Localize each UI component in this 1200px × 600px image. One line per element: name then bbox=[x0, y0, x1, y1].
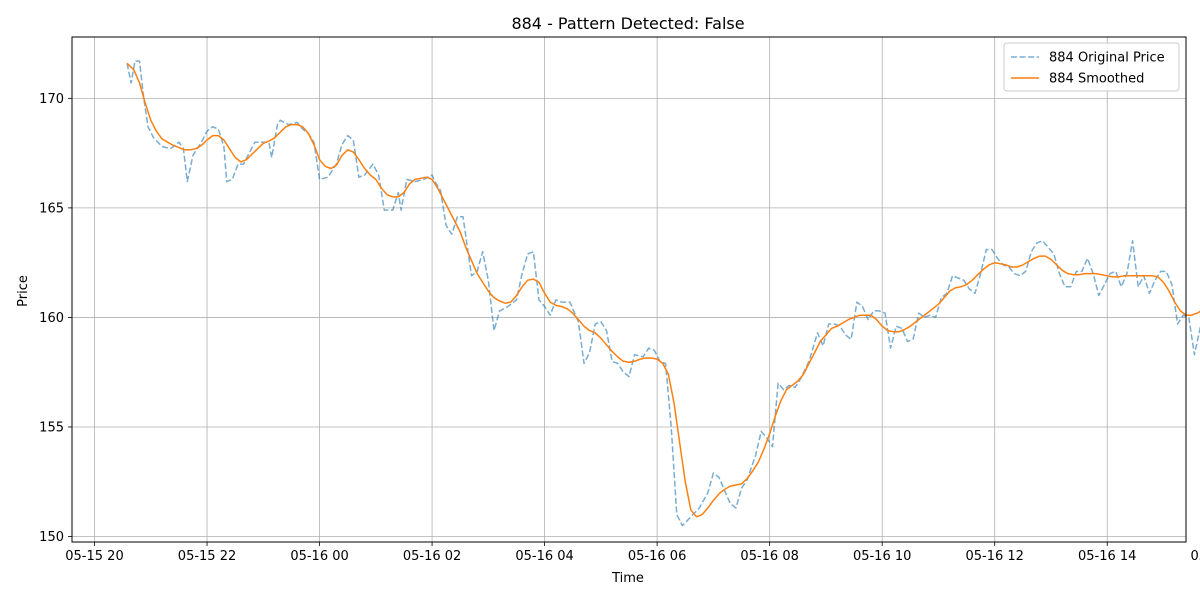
legend-label-smoothed: 884 Smoothed bbox=[1049, 72, 1144, 87]
legend: 884 Original Price 884 Smoothed bbox=[1003, 42, 1180, 92]
y-tick-label: 165 bbox=[39, 201, 64, 216]
smoothed-price-line bbox=[126, 62, 1200, 518]
x-tick-label: 05-16 04 bbox=[515, 549, 573, 564]
x-tick-label: 05-16 14 bbox=[1078, 549, 1136, 564]
chart-title: 884 - Pattern Detected: False bbox=[511, 14, 744, 33]
x-tick-label: 05-16 16 bbox=[1191, 549, 1200, 564]
x-tick-label: 05-16 02 bbox=[403, 549, 461, 564]
x-tick-label: 05-16 12 bbox=[965, 549, 1023, 564]
series-layer bbox=[126, 60, 1200, 527]
y-tick-label: 170 bbox=[39, 92, 64, 107]
x-tick-label: 05-16 00 bbox=[290, 549, 348, 564]
ticks: 05-15 20 05-15 22 05-16 00 05-16 02 05-16 04… bbox=[39, 92, 1200, 564]
plot-frame bbox=[71, 36, 1187, 543]
legend-box bbox=[1003, 42, 1180, 92]
x-tick-label: 05-16 06 bbox=[628, 549, 686, 564]
y-tick-label: 150 bbox=[39, 530, 64, 545]
y-axis-title: Price bbox=[16, 275, 31, 307]
original-price-line bbox=[126, 60, 1200, 527]
x-tick-label: 05-16 08 bbox=[740, 549, 798, 564]
y-tick-label: 160 bbox=[39, 311, 64, 326]
x-tick-label: 05-15 20 bbox=[65, 549, 123, 564]
y-tick-label: 155 bbox=[39, 420, 64, 435]
x-axis-title: Time bbox=[611, 571, 644, 586]
grid bbox=[72, 37, 1186, 542]
legend-label-original: 884 Original Price bbox=[1049, 51, 1165, 66]
x-tick-label: 05-15 22 bbox=[178, 549, 236, 564]
x-tick-label: 05-16 10 bbox=[853, 549, 911, 564]
